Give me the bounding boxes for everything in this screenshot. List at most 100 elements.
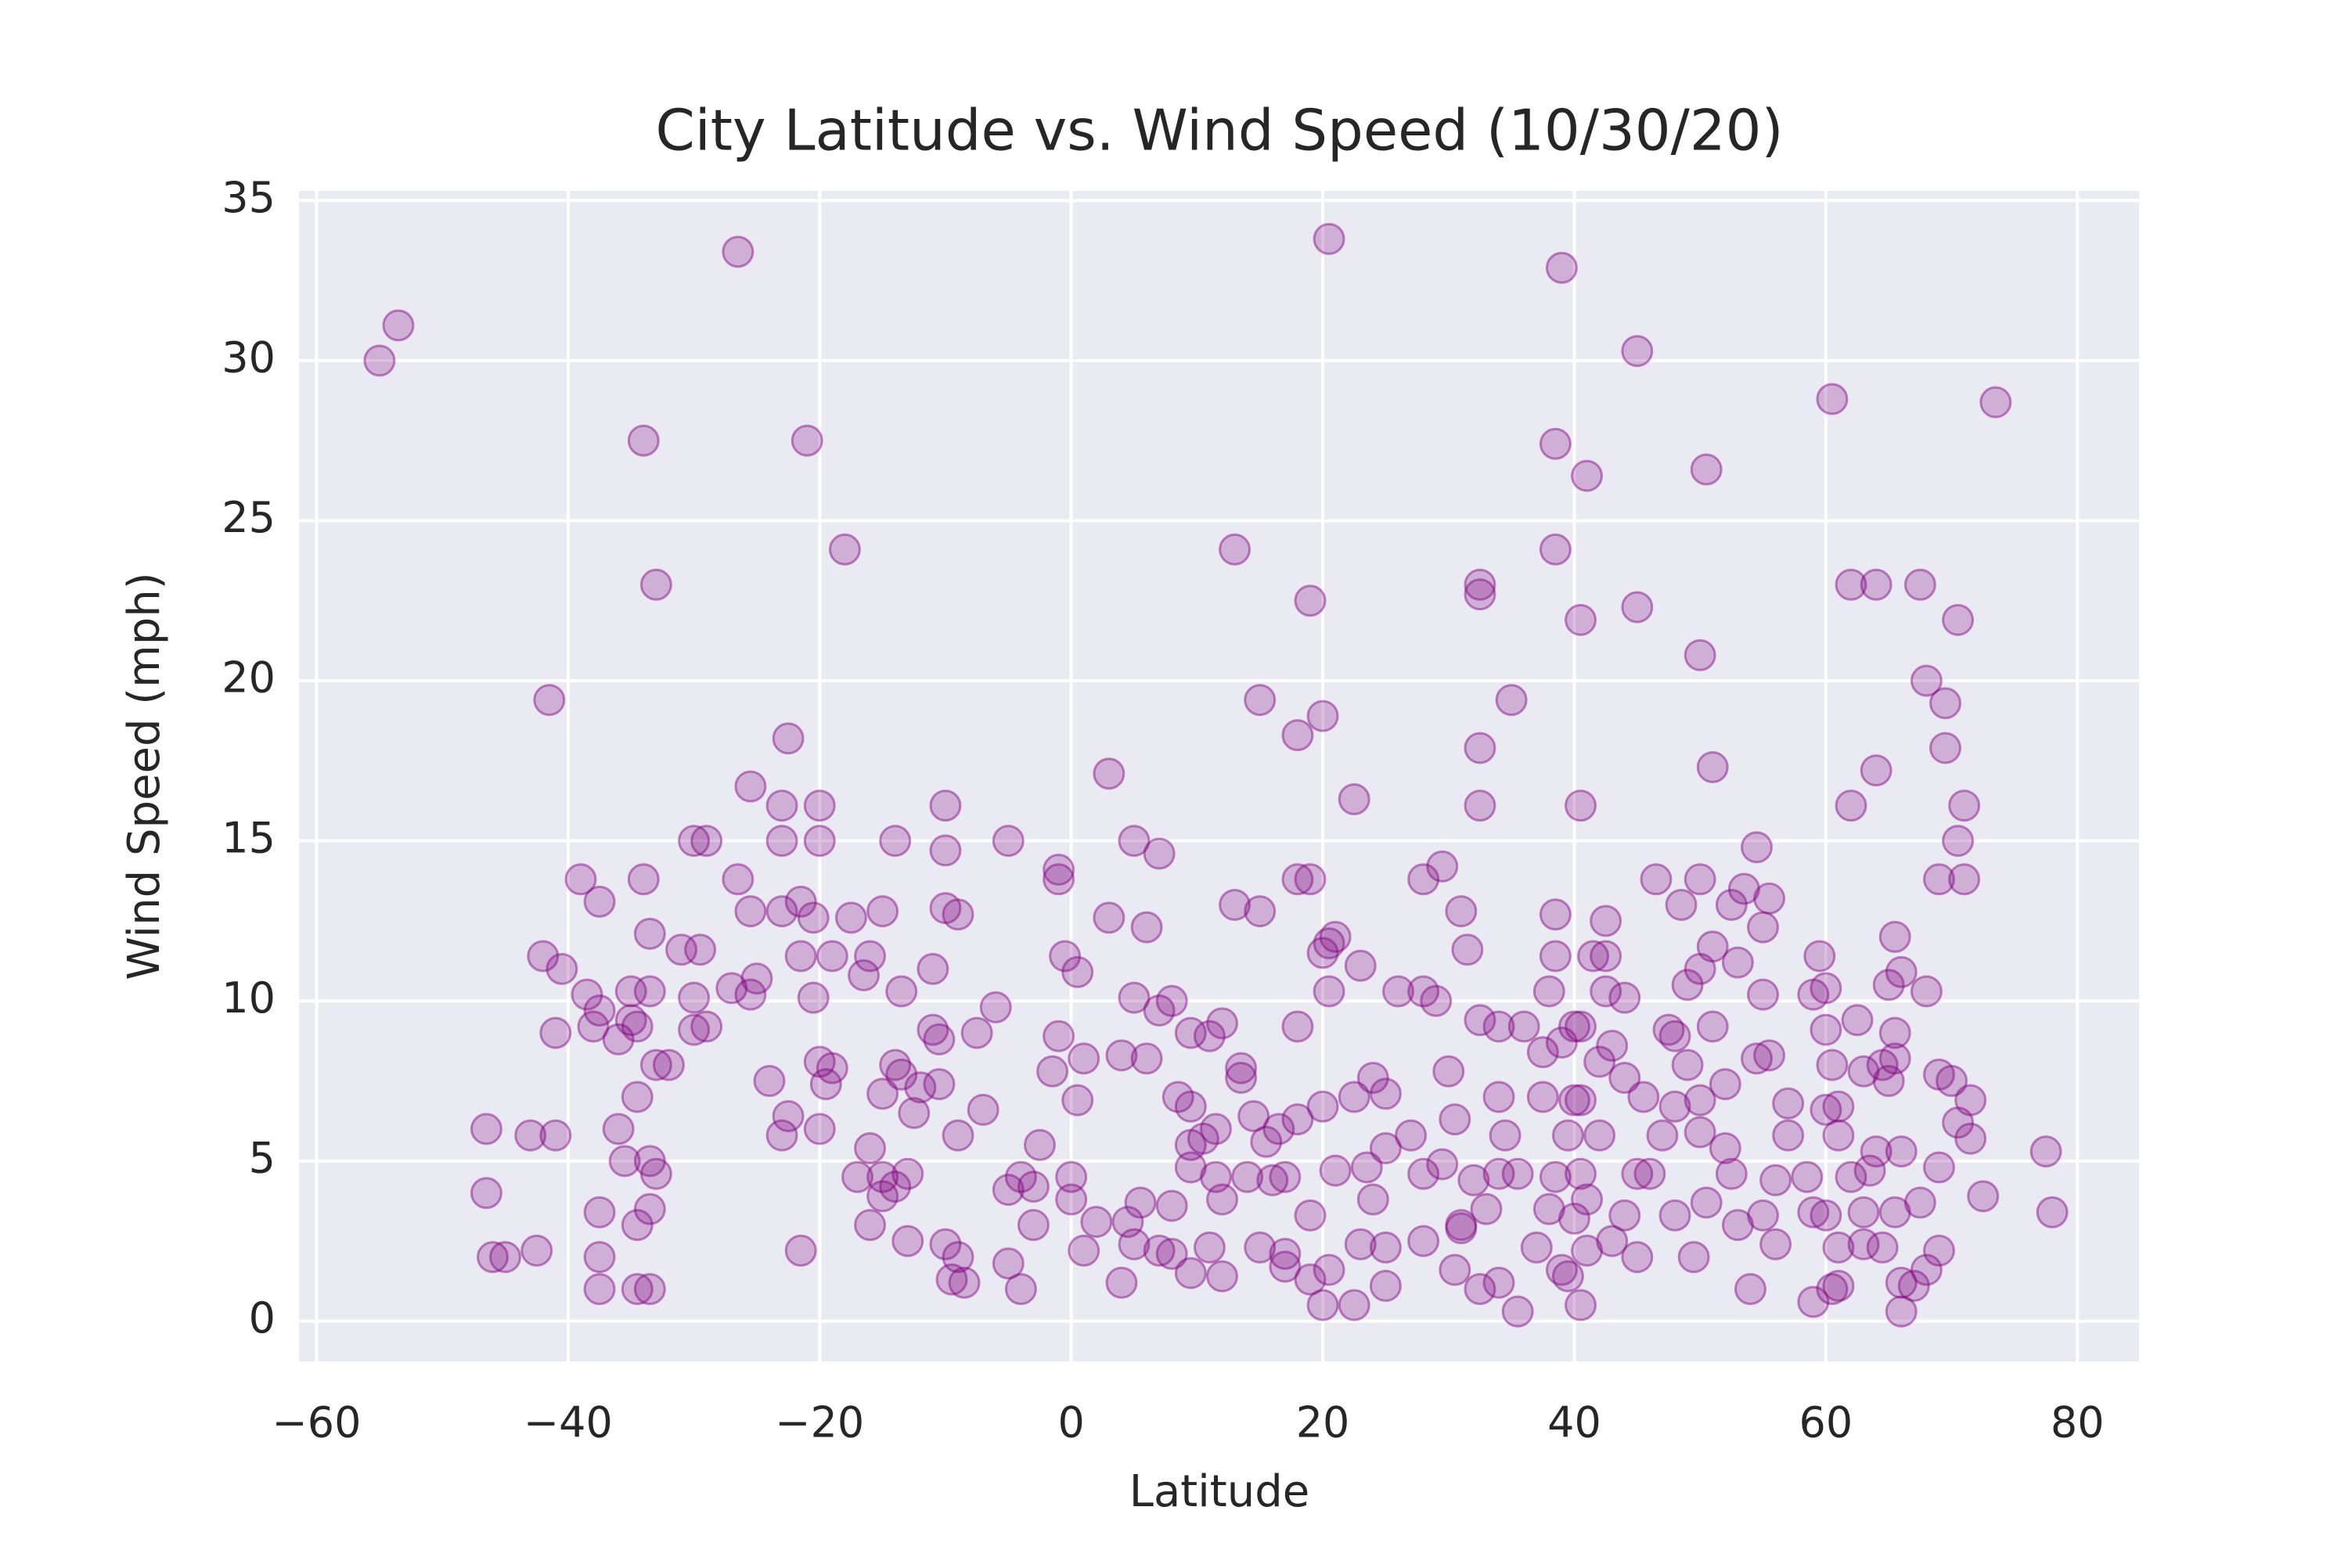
y-tick-label: 30 [221, 333, 275, 383]
scatter-point [1658, 1090, 1691, 1123]
scatter-point [935, 1263, 968, 1296]
scatter-point [1565, 1010, 1597, 1043]
scatter-point [1206, 1183, 1239, 1216]
scatter-point [1715, 1157, 1748, 1190]
scatter-point [1004, 1273, 1037, 1306]
scatter-point [1464, 789, 1496, 822]
scatter-point [1878, 1196, 1911, 1228]
scatter-point [1174, 1016, 1207, 1049]
scatter-point [614, 1004, 647, 1037]
scatter-point [1281, 1103, 1314, 1136]
scatter-point [1810, 1093, 1842, 1126]
scatter-point [1313, 1253, 1345, 1286]
x-tick-label: 80 [2051, 1398, 2105, 1448]
scatter-point [1627, 1081, 1660, 1113]
scatter-point [1118, 1228, 1151, 1261]
scatter-point [1356, 1183, 1389, 1216]
scatter-point [1860, 754, 1892, 787]
scatter-point [1306, 1289, 1339, 1322]
scatter-point [1445, 1212, 1478, 1245]
scatter-point [1816, 383, 1849, 415]
scatter-point [866, 1077, 899, 1110]
scatter-point [948, 1266, 981, 1299]
scatter-point [1942, 603, 1975, 636]
scatter-point [1024, 1128, 1057, 1161]
scatter-point [1464, 732, 1496, 764]
scatter-point [1369, 1269, 1402, 1302]
scatter-point [1621, 335, 1654, 368]
scatter-point [772, 722, 805, 755]
scatter-point [1155, 984, 1188, 1017]
scatter-point [923, 1068, 956, 1101]
scatter-point [583, 1241, 616, 1274]
scatter-point [583, 994, 616, 1027]
scatter-point [1017, 1171, 1050, 1203]
y-tick-label: 20 [221, 653, 275, 703]
scatter-point [1866, 1231, 1899, 1264]
scatter-point [803, 825, 836, 858]
y-axis-label: Wind Speed (mph) [119, 572, 170, 980]
scatter-point [1715, 888, 1748, 921]
scatter-point [803, 1045, 836, 1078]
scatter-point [1954, 1084, 1987, 1117]
scatter-point [854, 940, 887, 973]
scatter-point [740, 962, 773, 995]
scatter-point [1306, 1090, 1339, 1123]
scatter-point [1797, 1286, 1830, 1318]
scatter-point [891, 1225, 924, 1257]
scatter-point [929, 892, 962, 925]
scatter-point [816, 1052, 848, 1084]
scatter-point [1457, 1163, 1490, 1196]
scatter-point [1590, 940, 1622, 973]
scatter-point [633, 917, 666, 950]
scatter-point [1948, 789, 1981, 822]
y-tick-label: 0 [249, 1293, 275, 1343]
scatter-point [1734, 1273, 1766, 1306]
scatter-point [1338, 1081, 1370, 1113]
scatter-point [1369, 1131, 1402, 1164]
scatter-point [1206, 1260, 1239, 1293]
scatter-point [1143, 837, 1176, 870]
scatter-point [1439, 1253, 1471, 1286]
scatter-point [1608, 981, 1641, 1014]
scatter-point [1174, 1257, 1207, 1289]
scatter-point [797, 981, 830, 1014]
scatter-point [627, 424, 660, 457]
scatter-point [1596, 1225, 1629, 1257]
scatter-point [1130, 1042, 1163, 1075]
scatter-point [1545, 251, 1578, 284]
scatter-point [1068, 1042, 1100, 1075]
scatter-point [1155, 1238, 1188, 1271]
scatter-point [1696, 751, 1729, 784]
scatter-point [1822, 1119, 1855, 1152]
scatter-point [546, 952, 578, 985]
scatter-point [1143, 1234, 1176, 1267]
y-tick-label: 25 [221, 493, 275, 542]
scatter-point [1583, 1045, 1616, 1078]
scatter-point [363, 344, 396, 377]
scatter-point [1231, 1160, 1264, 1193]
scatter-point [1922, 1058, 1955, 1091]
scatter-point [678, 981, 711, 1014]
scatter-point [621, 1273, 654, 1306]
scatter-point [734, 770, 767, 803]
scatter-point [1155, 1189, 1188, 1222]
scatter-point [1193, 1231, 1226, 1264]
scatter-point [1426, 850, 1459, 883]
scatter-point [1816, 1273, 1849, 1306]
scatter-point [678, 1013, 711, 1046]
scatter-point [1130, 911, 1163, 944]
scatter-point [885, 1058, 918, 1091]
scatter-point [1093, 901, 1125, 934]
scatter-point [1954, 1122, 1987, 1155]
scatter-point [1885, 1135, 1918, 1168]
scatter-point [2036, 1196, 2069, 1228]
scatter-point [614, 975, 647, 1008]
scatter-point [527, 940, 560, 973]
scatter-point [1621, 1157, 1654, 1190]
scatter-point [1608, 1199, 1641, 1232]
scatter-point [583, 885, 616, 918]
scatter-point [577, 1010, 610, 1043]
scatter-point [1482, 1081, 1515, 1113]
scatter-point [1501, 1295, 1534, 1328]
